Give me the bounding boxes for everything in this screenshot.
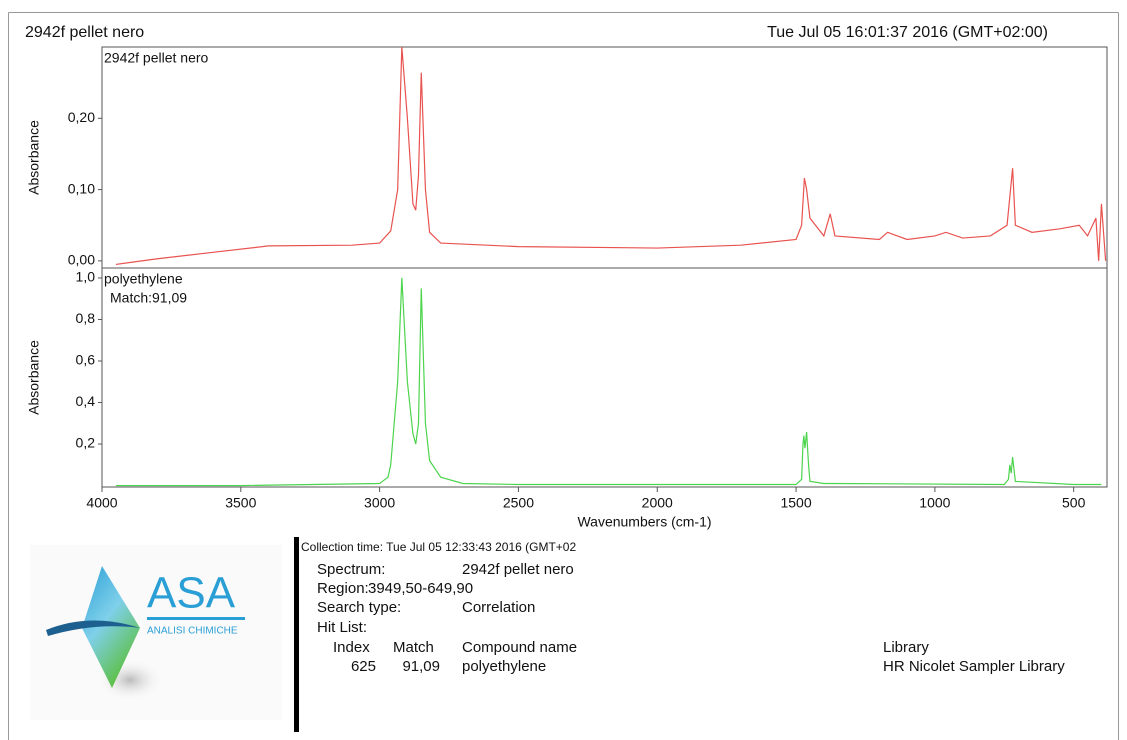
- series-name: 2942f pellet nero: [104, 50, 209, 66]
- plot-frame: [101, 46, 1108, 269]
- y-tick-label: 0,00: [68, 252, 95, 268]
- field-label: Search type:: [317, 599, 401, 616]
- field-label: Spectrum:: [317, 561, 385, 578]
- y-tick-label: 0,6: [76, 352, 96, 368]
- column-header: Match: [393, 639, 434, 656]
- x-tick-label: 3500: [225, 495, 256, 511]
- column-header: Library: [883, 639, 929, 656]
- column-header: Compound name: [462, 639, 577, 656]
- cell: 625: [351, 658, 376, 675]
- annotation: Match:91,09: [110, 290, 187, 306]
- y-tick-label: 0,10: [68, 180, 95, 196]
- spectrum-line: [115, 277, 1102, 487]
- logo-name: ASA: [147, 569, 236, 618]
- field-value: 2942f pellet nero: [462, 561, 574, 578]
- y-axis-label: Absorbance: [26, 120, 42, 195]
- x-tick-label: 1000: [919, 495, 950, 511]
- cell: HR Nicolet Sampler Library: [883, 658, 1065, 675]
- x-tick-label: 4000: [86, 495, 117, 511]
- logo-underline: [147, 617, 245, 620]
- y-axis-label: Absorbance: [26, 340, 42, 415]
- logo-swoosh: [46, 620, 140, 636]
- series-name: polyethylene: [104, 271, 183, 287]
- header-title: 2942f pellet nero: [25, 24, 144, 41]
- separator-bar: [294, 537, 299, 732]
- y-tick-label: 1,0: [76, 269, 96, 285]
- cell: 91,09: [402, 658, 440, 675]
- logo: ASA ANALISI CHIMICHE: [30, 545, 282, 720]
- logo-shape: [82, 566, 140, 688]
- field-value: 3949,50-649,90: [368, 580, 473, 597]
- x-tick-label: 3000: [364, 495, 395, 511]
- y-tick-label: 0,4: [76, 393, 96, 409]
- x-tick-label: 1500: [780, 495, 811, 511]
- logo-subtitle: ANALISI CHIMICHE: [147, 626, 238, 637]
- spectrum-line: [115, 47, 1107, 266]
- x-tick-label: 500: [1062, 495, 1086, 511]
- cell: polyethylene: [462, 658, 546, 675]
- field-label: Region:: [317, 580, 369, 597]
- column-header: Index: [333, 639, 370, 656]
- field-label: Hit List:: [317, 619, 367, 636]
- header-date: Tue Jul 05 16:01:37 2016 (GMT+02:00): [767, 24, 1048, 41]
- field-value: Correlation: [462, 599, 535, 616]
- x-axis-label: Wavenumbers (cm-1): [577, 514, 711, 530]
- collection-time: Collection time: Tue Jul 05 12:33:43 201…: [301, 540, 576, 554]
- plot-frame: [101, 267, 1108, 488]
- y-tick-label: 0,20: [68, 109, 95, 125]
- x-tick-label: 2000: [642, 495, 673, 511]
- y-tick-label: 0,8: [76, 310, 96, 326]
- x-tick-label: 2500: [503, 495, 534, 511]
- y-tick-label: 0,2: [76, 435, 96, 451]
